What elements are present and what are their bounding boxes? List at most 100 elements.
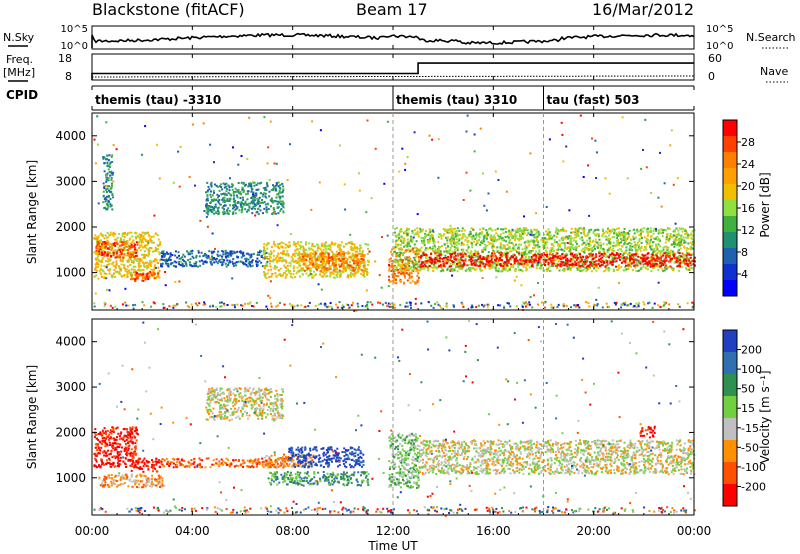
scatter-cell	[99, 260, 102, 263]
scatter-cell	[277, 253, 280, 256]
scatter-cell	[470, 242, 473, 245]
scatter-cell	[683, 241, 686, 244]
scatter-cell	[267, 252, 270, 255]
scatter-cell	[366, 270, 368, 273]
scatter-cell	[645, 237, 648, 240]
scatter-cell	[232, 210, 235, 213]
nsearch-label: N.Search	[746, 31, 796, 44]
scatter-cell	[313, 250, 316, 253]
scatter-cell	[284, 246, 287, 249]
scatter-cell	[593, 267, 596, 270]
scatter-cell	[430, 262, 433, 265]
scatter-cell	[183, 260, 185, 262]
scatter-cell	[551, 247, 554, 250]
scatter-cell	[394, 258, 397, 261]
scatter-cell	[295, 262, 298, 264]
scatter-cell	[490, 235, 493, 238]
scatter-cell	[414, 256, 417, 259]
scatter-cell	[136, 277, 139, 280]
scatter-cell	[616, 237, 619, 240]
scatter-cell	[632, 256, 635, 258]
scatter-cell	[649, 247, 652, 250]
scatter-cell	[295, 252, 298, 255]
scatter-cell	[613, 228, 616, 231]
scatter-cell	[108, 268, 111, 271]
scatter-cell	[618, 267, 621, 270]
scatter-cell	[623, 227, 626, 230]
scatter-cell	[458, 267, 461, 270]
scatter-cell	[273, 186, 275, 189]
scatter-cell	[617, 265, 620, 268]
scatter-cell	[543, 245, 546, 248]
scatter-cell	[227, 255, 230, 258]
scatter-cell	[691, 241, 694, 243]
scatter-cell	[504, 236, 507, 238]
scatter-cell	[136, 272, 138, 274]
scatter-cell	[399, 278, 402, 281]
scatter-cell	[154, 246, 157, 249]
scatter-cell	[126, 260, 129, 263]
scatter-cell	[218, 185, 221, 188]
scatter-cell	[594, 248, 596, 250]
scatter-cell	[400, 230, 403, 233]
scatter-cell	[272, 254, 275, 257]
scatter-cell	[293, 270, 295, 272]
scatter-cell	[270, 198, 273, 201]
scatter-cell	[528, 266, 531, 269]
scatter-cell	[434, 249, 437, 252]
scatter-cell	[455, 229, 458, 232]
scatter-cell	[305, 254, 308, 256]
scatter-cell	[106, 187, 109, 190]
scatter-cell	[402, 263, 405, 266]
scatter-cell	[662, 270, 665, 273]
scatter-cell	[623, 230, 625, 233]
scatter-cell	[252, 191, 255, 194]
scatter-cell	[245, 263, 248, 266]
scatter-cell	[235, 264, 238, 267]
scatter-cell	[98, 246, 101, 249]
scatter-cell	[280, 241, 283, 244]
scatter-cell	[152, 274, 155, 276]
scatter-cell	[446, 245, 449, 248]
scatter-cell	[518, 268, 520, 271]
scatter-cell	[479, 228, 482, 231]
scatter-cell	[645, 230, 648, 233]
scatter-cell	[633, 228, 636, 231]
scatter-cell	[587, 243, 590, 245]
scatter-cell	[438, 249, 441, 252]
scatter-cell	[362, 264, 365, 267]
scatter-cell	[115, 260, 118, 263]
scatter-cell	[210, 181, 213, 184]
scatter-cell	[569, 248, 572, 251]
scatter-cell	[475, 268, 478, 271]
scatter-cell	[308, 248, 311, 251]
scatter-cell	[396, 244, 399, 247]
scatter-cell	[505, 260, 508, 263]
scatter-cell	[662, 248, 665, 251]
scatter-cell	[109, 203, 112, 206]
scatter-cell	[444, 254, 447, 257]
scatter-cell	[353, 254, 356, 257]
scatter-cell	[650, 270, 653, 272]
scatter-cell	[115, 270, 118, 273]
scatter-cell	[289, 272, 292, 275]
scatter-cell	[653, 254, 656, 257]
scatter-cell	[145, 264, 148, 267]
scatter-cell	[452, 240, 455, 243]
scatter-cell	[560, 237, 563, 240]
scatter-cell	[612, 244, 615, 247]
scatter-cell	[109, 174, 112, 177]
scatter-cell	[156, 276, 158, 279]
scatter-cell	[247, 262, 250, 265]
scatter-cell	[119, 256, 122, 259]
scatter-cell	[398, 237, 401, 240]
scatter-cell	[602, 229, 605, 232]
scatter-cell	[232, 264, 235, 267]
scatter-cell	[391, 264, 394, 267]
scatter-cell	[332, 266, 335, 269]
scatter-cell	[321, 262, 324, 265]
scatter-cell	[214, 258, 217, 261]
scatter-cell	[220, 193, 223, 196]
scatter-cell	[605, 230, 608, 233]
scatter-cell	[100, 239, 102, 242]
